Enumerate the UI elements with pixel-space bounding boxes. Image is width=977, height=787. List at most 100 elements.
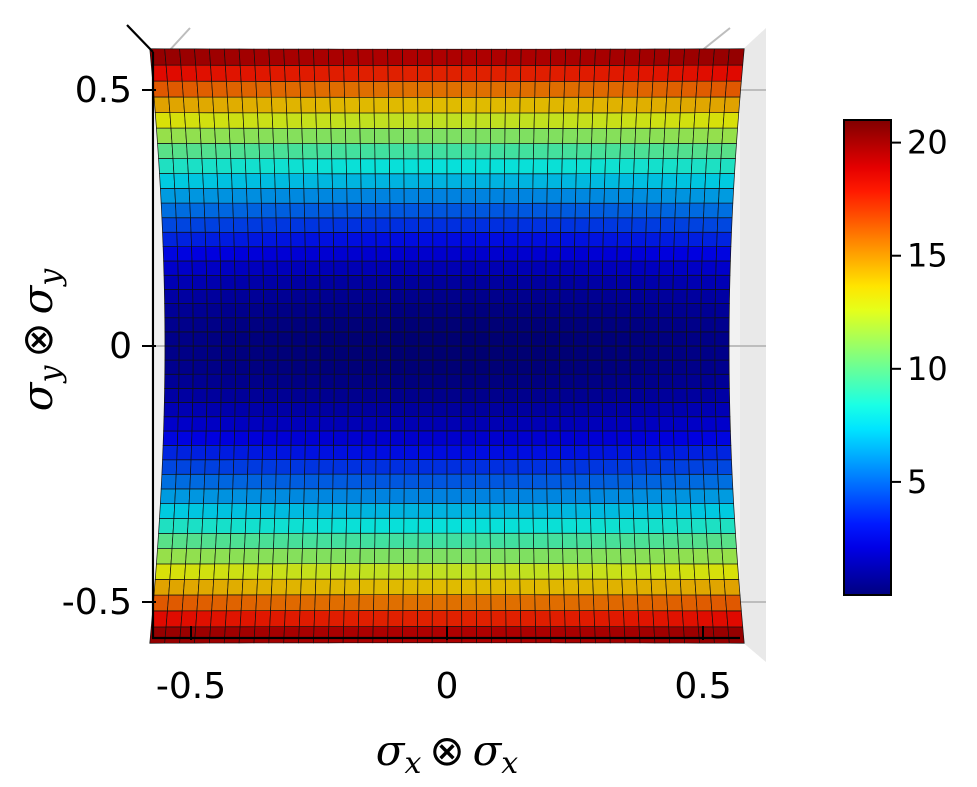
surface-cell <box>576 532 592 549</box>
surface-cell <box>603 202 619 219</box>
surface-cell <box>176 444 192 461</box>
surface-cell <box>263 387 279 403</box>
surface-cell <box>231 503 247 519</box>
surface-cell <box>263 373 279 389</box>
surface-cell <box>330 532 347 549</box>
surface-cell <box>518 488 534 504</box>
surface-cell <box>319 289 335 305</box>
surface-cell <box>253 48 271 66</box>
surface-cell <box>534 610 551 627</box>
surface-cell <box>243 548 260 565</box>
surface-cell <box>636 578 653 596</box>
surface-cell <box>518 517 534 534</box>
surface-cell <box>475 143 491 160</box>
surface-cell <box>242 112 259 129</box>
surface-cell <box>319 416 335 432</box>
surface-cell <box>194 626 211 644</box>
surface-cell <box>474 402 490 417</box>
surface-cell <box>446 246 462 262</box>
surface-cell <box>223 626 241 644</box>
surface-cell <box>343 594 360 611</box>
surface-cell <box>262 402 278 418</box>
surface-cell <box>403 488 419 504</box>
surface-cell <box>604 503 620 519</box>
surface-cell <box>210 64 227 82</box>
surface-cell <box>333 274 349 290</box>
surface-cell <box>647 158 664 174</box>
surface-cell <box>291 402 307 418</box>
surface-cell <box>686 289 702 305</box>
surface-cell <box>517 202 533 219</box>
surface-cell <box>474 303 490 319</box>
surface-cell <box>432 158 448 175</box>
surface-cell <box>609 626 626 644</box>
surface-cell <box>359 112 375 129</box>
surface-cell <box>170 127 187 144</box>
surface-cell <box>703 188 720 204</box>
surface-cell <box>660 188 677 204</box>
surface-cell <box>287 143 304 160</box>
surface-cell <box>676 158 693 174</box>
surface-cell <box>475 594 492 611</box>
surface-cell <box>475 517 491 534</box>
surface-cell <box>388 547 404 564</box>
surface-cell <box>489 459 505 475</box>
surface-cell <box>404 275 420 290</box>
surface-cell <box>531 359 546 375</box>
surface-cell <box>191 260 207 276</box>
surface-cell <box>559 246 575 262</box>
surface-cell <box>489 260 504 276</box>
surface-cell <box>273 532 289 549</box>
surface-cell <box>546 173 563 189</box>
surface-cell <box>574 217 590 233</box>
surface-cell <box>374 503 391 519</box>
surface-cell <box>504 578 521 596</box>
surface-cell <box>198 563 216 580</box>
surface-cell <box>576 143 592 160</box>
surface-cell <box>579 48 596 66</box>
surface-cell <box>283 626 300 644</box>
surface-cell <box>549 65 566 82</box>
surface-cell <box>220 289 236 305</box>
surface-cell <box>389 459 405 475</box>
surface-cell <box>677 533 694 549</box>
surface-cell <box>360 188 376 204</box>
surface-cell <box>643 331 659 347</box>
surface-cell <box>361 387 377 403</box>
surface-cell <box>649 127 666 144</box>
surface-cell <box>616 402 632 418</box>
surface-cell <box>711 610 729 628</box>
surface-cell <box>314 81 331 98</box>
surface-cell <box>276 444 292 461</box>
surface-cell <box>374 143 390 160</box>
surface-cell <box>630 260 646 276</box>
surface-cell <box>376 387 391 403</box>
surface-cell <box>219 246 235 262</box>
surface-cell <box>214 127 231 144</box>
surface-cell <box>692 127 709 144</box>
surface-cell <box>489 246 505 262</box>
surface-cell <box>305 289 321 305</box>
surface-cell <box>659 430 675 446</box>
surface-cell <box>153 96 171 113</box>
surface-cell <box>305 331 321 347</box>
surface-cell <box>700 359 716 375</box>
surface-cell <box>674 202 691 219</box>
surface-cell <box>374 173 391 189</box>
surface-cell <box>573 274 589 290</box>
surface-cell <box>489 517 505 534</box>
surface-cell <box>159 187 176 204</box>
surface-cell <box>247 217 263 233</box>
surface-cell <box>561 517 578 534</box>
surface-cell <box>290 246 306 262</box>
surface-cell <box>333 402 349 418</box>
surface-cell <box>240 80 258 98</box>
surface-cell <box>446 387 462 403</box>
surface-cell <box>601 331 617 347</box>
surface-cell <box>416 626 433 644</box>
surface-cell <box>221 317 236 333</box>
surface-cell <box>362 345 377 361</box>
surface-cell <box>179 48 197 66</box>
surface-cell <box>658 274 674 290</box>
surface-cell <box>319 303 335 319</box>
